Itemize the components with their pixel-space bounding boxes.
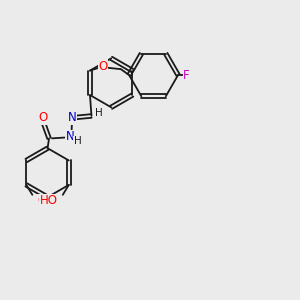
Text: OH: OH: [38, 194, 56, 207]
Text: H: H: [74, 136, 81, 146]
Text: O: O: [38, 111, 48, 124]
Text: H: H: [95, 108, 103, 118]
Text: N: N: [68, 111, 76, 124]
Text: O: O: [98, 60, 108, 73]
Text: HO: HO: [40, 194, 58, 207]
Text: F: F: [183, 68, 190, 82]
Text: N: N: [66, 130, 74, 143]
